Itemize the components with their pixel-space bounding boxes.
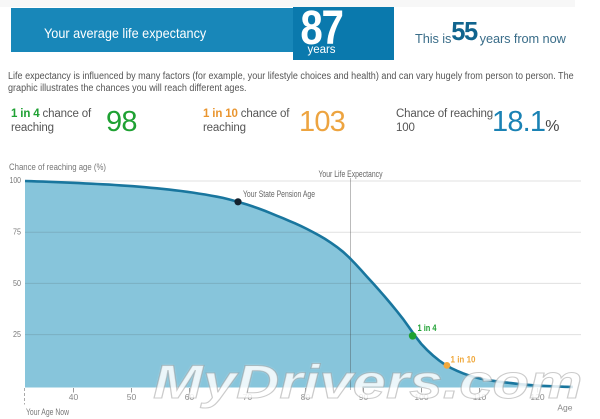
svg-text:Chance of reaching age (%): Chance of reaching age (%) xyxy=(9,162,106,172)
svg-text:120: 120 xyxy=(530,392,544,402)
svg-text:Age: Age xyxy=(557,403,572,413)
svg-text:40: 40 xyxy=(69,392,79,402)
svg-text:70: 70 xyxy=(243,392,253,402)
svg-text:50: 50 xyxy=(127,392,137,402)
svg-text:1 in 4: 1 in 4 xyxy=(418,323,438,334)
svg-text:110: 110 xyxy=(473,392,487,402)
svg-text:75: 75 xyxy=(13,227,21,237)
svg-text:Your Age Now: Your Age Now xyxy=(26,407,69,417)
svg-text:100: 100 xyxy=(414,392,428,402)
svg-text:1 in 10: 1 in 10 xyxy=(451,355,476,366)
svg-text:90: 90 xyxy=(359,392,369,402)
svg-text:50: 50 xyxy=(13,278,21,288)
svg-text:25: 25 xyxy=(13,329,21,339)
svg-text:Your State Pension Age: Your State Pension Age xyxy=(243,189,315,199)
svg-text:Your Life Expectancy: Your Life Expectancy xyxy=(319,169,383,179)
svg-text:100: 100 xyxy=(10,175,22,185)
svg-text:80: 80 xyxy=(301,392,311,402)
svg-text:60: 60 xyxy=(185,392,195,402)
